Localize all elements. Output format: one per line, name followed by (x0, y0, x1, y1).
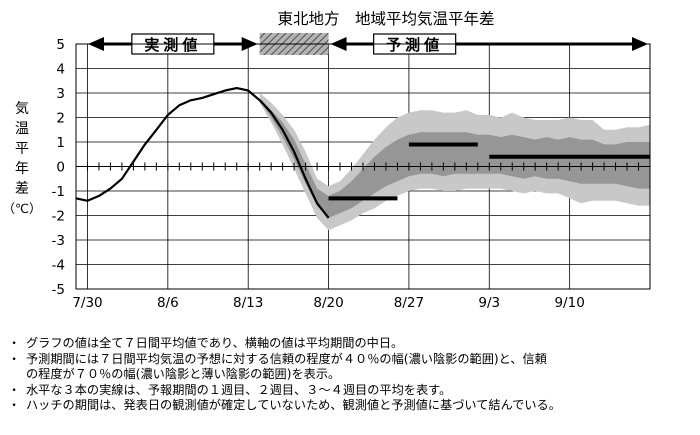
forecast-mean-bars (328, 142, 650, 201)
x-tick-label: 8/20 (313, 295, 343, 311)
x-tick-label: 8/6 (157, 295, 179, 311)
note-4: ・ハッチの期間は、発表日の観測値が確定していないため、観測値と予測値に基づいて結… (8, 398, 698, 414)
note-text: 予測期間には７日間平均気温の予想に対する信頼の程度が４０％の幅(濃い陰影の範囲)… (26, 351, 547, 366)
y-tick-label: -2 (52, 209, 65, 225)
y-axis-label-char: 差 (15, 181, 29, 197)
y-axis-label-char: 平 (15, 141, 29, 157)
y-tick-label: 2 (56, 111, 65, 127)
linking-line (258, 99, 330, 219)
y-tick-label: -4 (52, 258, 65, 274)
y-tick-label: 4 (56, 62, 65, 78)
note-1: ・グラフの値は全て７日間平均値であり、横軸の値は平均期間の中日。 (8, 336, 698, 352)
x-tick-labels: 7/30 8/6 8/13 8/20 8/27 9/3 9/10 (72, 295, 584, 311)
y-axis-label-char: 年 (15, 161, 29, 177)
note-text: ハッチの期間は、発表日の観測値が確定していないため、観測値と予測値に基づいて結ん… (26, 398, 561, 413)
note-bullet: ・ (8, 351, 21, 366)
y-tick-label: 5 (56, 37, 65, 53)
plot-frame (75, 43, 651, 290)
y-axis-label: 気温平年差 （℃） (2, 101, 41, 216)
y-tick-label: -1 (52, 184, 65, 200)
note-text: 水平な３本の実線は、予報期間の１週目、２週目、３～４週目の平均を表す。 (26, 382, 452, 397)
forecast-period-label: 予測値 (386, 36, 443, 54)
note-2: ・予測期間には７日間平均気温の予想に対する信頼の程度が４０％の幅(濃い陰影の範囲… (8, 352, 698, 368)
y-axis-label-char: 気 (15, 101, 29, 117)
y-axis-label-char: 温 (15, 121, 29, 137)
note-bullet: ・ (8, 382, 21, 397)
x-tick-label: 8/13 (233, 295, 263, 311)
notes: ・グラフの値は全て７日間平均値であり、横軸の値は平均期間の中日。 ・予測期間には… (8, 336, 698, 414)
note-bullet: ・ (8, 398, 21, 413)
zero-axis (75, 162, 651, 171)
chart-title: 東北地方 地域平均気温平年差 (277, 10, 494, 28)
x-tick-label: 7/30 (72, 295, 102, 311)
x-tick-label: 9/3 (478, 295, 500, 311)
y-tick-label: 0 (56, 160, 65, 176)
y-axis-unit: （℃） (2, 201, 41, 216)
note-bullet: ・ (8, 336, 21, 350)
observed-line (75, 86, 261, 202)
temperature-lines (75, 86, 330, 219)
y-tick-label: 3 (56, 86, 65, 102)
note-3: ・水平な３本の実線は、予報期間の１週目、２週目、３～４週目の平均を表す。 (8, 383, 698, 399)
chart: 東北地方 地域平均気温平年差 気温平年差 （℃） 5 4 3 2 1 0 -1 -2 -3 -4 -5… (2, 10, 651, 311)
y-tick-label: -3 (52, 233, 65, 249)
confidence-band-40 (259, 97, 650, 218)
band-40-area (259, 97, 650, 218)
y-tick-label: -5 (52, 282, 65, 298)
observed-period-label: 実測値 (144, 36, 201, 54)
note-2-continued: の程度が７０％の幅(濃い陰影と薄い陰影の範囲)を表示。 (8, 367, 698, 383)
x-tick-label: 9/10 (554, 295, 584, 311)
note-text: の程度が７０％の幅(濃い陰影と薄い陰影の範囲)を表示。 (26, 367, 341, 382)
x-tick-label: 8/27 (394, 295, 424, 311)
y-tick-label: 1 (56, 135, 65, 151)
y-tick-labels: 5 4 3 2 1 0 -1 -2 -3 -4 -5 (52, 37, 65, 298)
note-text: グラフの値は全て７日間平均値であり、横軸の値は平均期間の中日。 (26, 336, 404, 350)
